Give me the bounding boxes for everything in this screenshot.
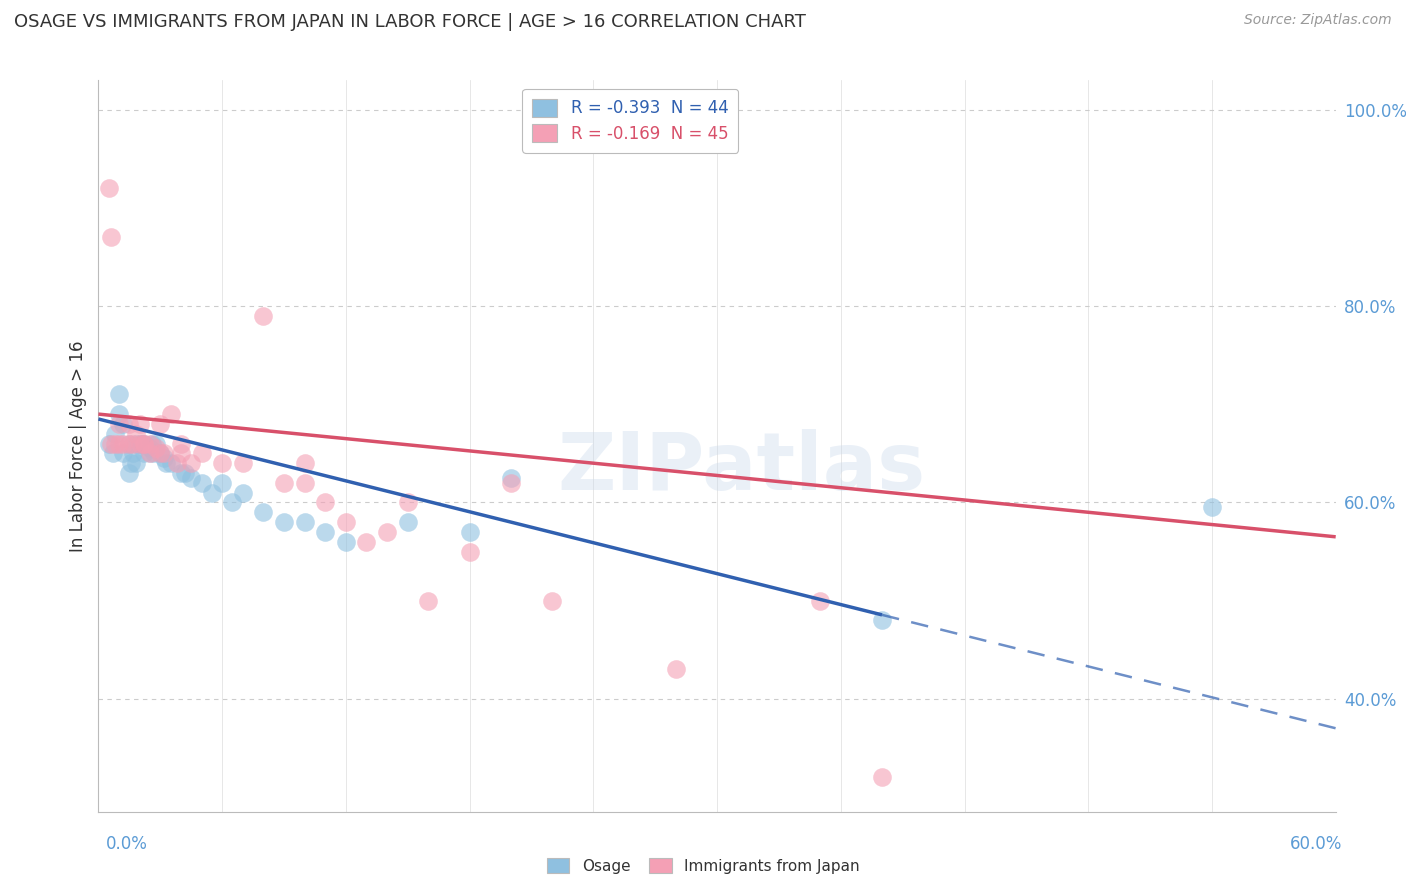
Text: Source: ZipAtlas.com: Source: ZipAtlas.com: [1244, 13, 1392, 28]
Point: [128, 417, 150, 431]
Point: [273, 475, 295, 490]
Point: [97, 436, 120, 450]
Point: [211, 475, 233, 490]
Point: [97, 181, 120, 195]
Point: [108, 387, 131, 401]
Point: [221, 495, 243, 509]
Point: [335, 534, 357, 549]
Point: [273, 515, 295, 529]
Point: [252, 309, 274, 323]
Text: 60.0%: 60.0%: [1291, 835, 1343, 853]
Point: [870, 613, 893, 627]
Point: [252, 505, 274, 519]
Point: [101, 446, 124, 460]
Point: [131, 436, 153, 450]
Point: [166, 456, 188, 470]
Point: [396, 515, 419, 529]
Point: [541, 593, 564, 607]
Point: [1201, 500, 1223, 515]
Point: [145, 436, 167, 450]
Point: [124, 426, 146, 441]
Point: [201, 485, 224, 500]
Point: [170, 436, 193, 450]
Point: [122, 446, 145, 460]
Point: [112, 417, 135, 431]
Point: [149, 446, 172, 460]
Text: 0.0%: 0.0%: [105, 835, 148, 853]
Point: [211, 456, 233, 470]
Point: [180, 456, 202, 470]
Point: [180, 471, 202, 485]
Point: [170, 446, 193, 460]
Point: [108, 407, 131, 421]
Point: [100, 230, 122, 244]
Point: [174, 466, 197, 480]
Point: [104, 436, 127, 450]
Text: OSAGE VS IMMIGRANTS FROM JAPAN IN LABOR FORCE | AGE > 16 CORRELATION CHART: OSAGE VS IMMIGRANTS FROM JAPAN IN LABOR …: [14, 13, 806, 31]
Point: [665, 662, 688, 676]
Point: [153, 451, 176, 466]
Point: [232, 456, 254, 470]
Point: [141, 436, 163, 450]
Point: [139, 442, 162, 456]
Point: [159, 456, 181, 470]
Point: [808, 593, 831, 607]
Point: [108, 417, 131, 431]
Point: [294, 456, 316, 470]
Point: [396, 495, 419, 509]
Point: [118, 417, 141, 431]
Legend: R = -0.393  N = 44, R = -0.169  N = 45: R = -0.393 N = 44, R = -0.169 N = 45: [523, 88, 738, 153]
Point: [122, 436, 145, 450]
Point: [118, 466, 141, 480]
Text: ZIPatlas: ZIPatlas: [558, 429, 927, 507]
Point: [190, 475, 212, 490]
Point: [499, 475, 522, 490]
Point: [112, 436, 135, 450]
Point: [128, 436, 150, 450]
Point: [149, 417, 172, 431]
Point: [294, 475, 316, 490]
Point: [153, 446, 176, 460]
Legend: Osage, Immigrants from Japan: Osage, Immigrants from Japan: [540, 852, 866, 880]
Point: [499, 471, 522, 485]
Point: [232, 485, 254, 500]
Point: [314, 524, 336, 539]
Point: [143, 446, 166, 460]
Point: [120, 456, 142, 470]
Point: [139, 446, 162, 460]
Point: [118, 436, 141, 450]
Point: [100, 436, 122, 450]
Point: [170, 466, 193, 480]
Point: [132, 436, 155, 450]
Point: [159, 407, 181, 421]
Point: [870, 770, 893, 784]
Point: [118, 436, 141, 450]
Point: [149, 446, 172, 460]
Point: [155, 456, 177, 470]
Point: [112, 446, 135, 460]
Point: [124, 436, 146, 450]
Y-axis label: In Labor Force | Age > 16: In Labor Force | Age > 16: [69, 340, 87, 552]
Point: [108, 436, 131, 450]
Point: [294, 515, 316, 529]
Point: [375, 524, 398, 539]
Point: [356, 534, 378, 549]
Point: [139, 436, 162, 450]
Point: [145, 442, 167, 456]
Point: [132, 446, 155, 460]
Point: [132, 436, 155, 450]
Point: [458, 524, 481, 539]
Point: [335, 515, 357, 529]
Point: [139, 446, 162, 460]
Point: [128, 436, 150, 450]
Point: [418, 593, 440, 607]
Point: [104, 426, 127, 441]
Point: [314, 495, 336, 509]
Point: [124, 456, 146, 470]
Point: [132, 436, 155, 450]
Point: [190, 446, 212, 460]
Point: [458, 544, 481, 558]
